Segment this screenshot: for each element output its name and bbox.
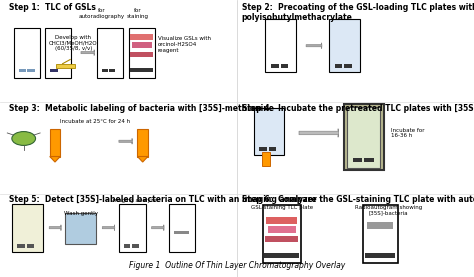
- Bar: [344, 64, 352, 68]
- Bar: [12, 204, 43, 252]
- Text: for
autoradiography: for autoradiography: [79, 8, 125, 19]
- Bar: [335, 64, 342, 68]
- Bar: [65, 213, 96, 244]
- Bar: [130, 52, 153, 57]
- Text: Step 6:  Compare the GSL-staining TLC plate with autoradiogram: Step 6: Compare the GSL-staining TLC pla…: [242, 195, 474, 204]
- Text: Step 4:  Incubate the pretreated TLC plates with [35S]-labeled bacteria: Step 4: Incubate the pretreated TLC plat…: [242, 104, 474, 113]
- Bar: [50, 129, 60, 157]
- Bar: [265, 19, 296, 72]
- Text: Radioautogram showing
[35S]-bacteria: Radioautogram showing [35S]-bacteria: [355, 205, 422, 216]
- Bar: [56, 64, 75, 68]
- Bar: [124, 244, 130, 248]
- Bar: [367, 222, 393, 229]
- Bar: [269, 147, 276, 151]
- Bar: [14, 28, 40, 78]
- Bar: [262, 152, 270, 166]
- Bar: [281, 64, 288, 68]
- Bar: [129, 28, 155, 78]
- Text: Wash gently: Wash gently: [64, 211, 98, 216]
- Bar: [102, 69, 108, 72]
- Text: Step 2:  Precoating of the GSL-loading TLC plates with
polyisobutylmethacrylate: Step 2: Precoating of the GSL-loading TL…: [242, 3, 474, 22]
- Bar: [119, 204, 146, 252]
- Bar: [259, 147, 267, 151]
- Bar: [132, 244, 139, 248]
- Bar: [130, 34, 153, 40]
- Bar: [347, 107, 380, 168]
- Text: Figure 1  Outline Of Thin Layer Chromatography Overlay: Figure 1 Outline Of Thin Layer Chromatog…: [129, 261, 345, 270]
- Text: Step 3:  Metabolic labeling of bacteria with [35S]-methionine: Step 3: Metabolic labeling of bacteria w…: [9, 104, 274, 113]
- Bar: [353, 158, 362, 162]
- Bar: [27, 244, 34, 248]
- Bar: [17, 244, 25, 248]
- Bar: [329, 19, 360, 72]
- Text: Imaging analyzer: Imaging analyzer: [111, 198, 159, 203]
- Bar: [45, 28, 71, 78]
- Bar: [50, 69, 58, 72]
- Bar: [264, 253, 299, 258]
- Bar: [130, 68, 153, 72]
- Bar: [27, 69, 35, 72]
- Bar: [137, 129, 148, 157]
- Circle shape: [12, 132, 36, 145]
- Text: Incubate at 25°C for 24 h: Incubate at 25°C for 24 h: [60, 119, 130, 124]
- Bar: [132, 42, 152, 48]
- Text: GSL-staining TLC plate: GSL-staining TLC plate: [251, 205, 313, 210]
- Bar: [254, 108, 284, 155]
- Polygon shape: [50, 157, 60, 162]
- Bar: [109, 69, 115, 72]
- Bar: [363, 205, 398, 263]
- Bar: [19, 69, 26, 72]
- Bar: [364, 158, 374, 162]
- Bar: [344, 104, 384, 170]
- Bar: [265, 236, 298, 242]
- Text: Step 1:  TLC of GSLs: Step 1: TLC of GSLs: [9, 3, 96, 12]
- Text: for
staining: for staining: [127, 8, 148, 19]
- Bar: [271, 64, 279, 68]
- Bar: [169, 204, 195, 252]
- Bar: [365, 253, 395, 258]
- Bar: [268, 226, 296, 233]
- Bar: [263, 205, 301, 263]
- Polygon shape: [137, 157, 148, 162]
- Bar: [266, 217, 297, 224]
- Text: Visualize GSLs with
orcinol-H2SO4
reagent: Visualize GSLs with orcinol-H2SO4 reagen…: [158, 36, 211, 53]
- Text: Incubate for
16-36 h: Incubate for 16-36 h: [391, 128, 425, 138]
- Bar: [174, 231, 189, 234]
- Text: Step 5:  Detect [35S]-labeled bacteria on TLC with an imaging analyzer: Step 5: Detect [35S]-labeled bacteria on…: [9, 195, 317, 204]
- Bar: [97, 28, 123, 78]
- Text: Develop with
CHCl3/MeOH/H2O
(60/35/8, v/v): Develop with CHCl3/MeOH/H2O (60/35/8, v/…: [49, 35, 98, 51]
